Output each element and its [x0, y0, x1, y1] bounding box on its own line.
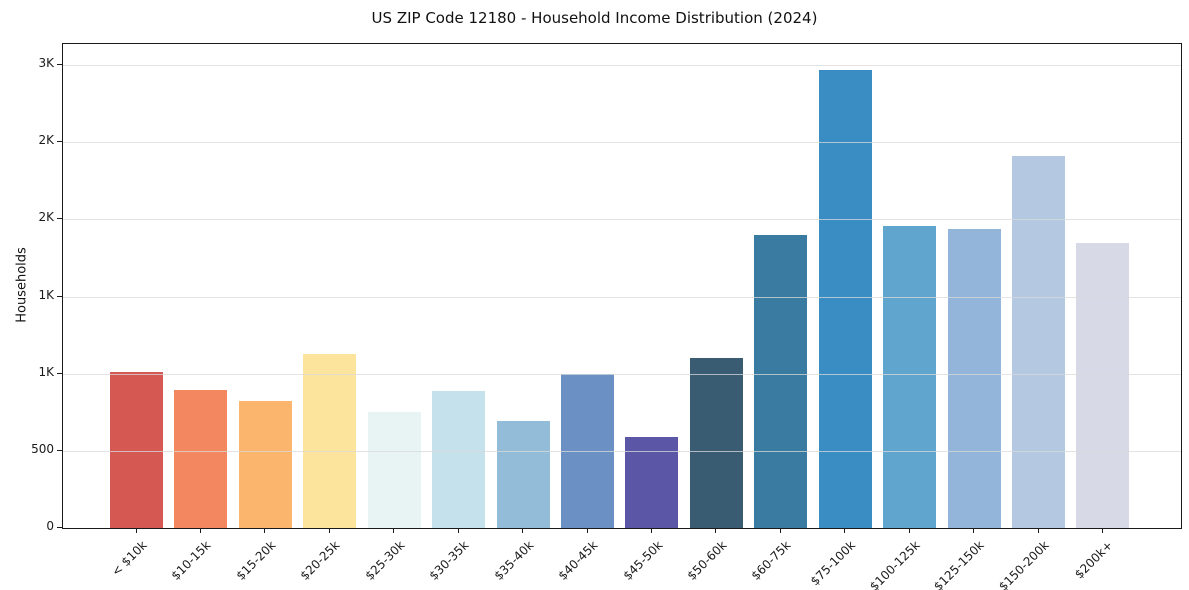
y-tick-mark — [57, 64, 62, 65]
x-tick-mark — [264, 528, 266, 533]
gridline-3K — [63, 65, 1181, 66]
y-tick-mark — [57, 141, 62, 143]
bar-$45-50k — [625, 436, 679, 528]
y-tick-mark — [57, 372, 62, 374]
x-tick-mark — [1037, 528, 1039, 533]
y-axis-label: Households — [14, 247, 30, 323]
x-tick-mark — [199, 528, 201, 533]
x-tick-mark — [844, 528, 846, 533]
x-tick-label: $15-20k — [233, 538, 279, 583]
y-tick-mark — [57, 449, 62, 451]
x-tick-mark — [715, 528, 717, 533]
x-tick-label: $60-75k — [748, 538, 794, 583]
y-tick-mark — [57, 295, 62, 297]
gridline-1K — [63, 373, 1181, 375]
y-tick-mark — [57, 527, 62, 528]
bar-$25-30k — [367, 412, 421, 528]
x-tick-label: $40-45k — [555, 538, 601, 583]
bar-$35-40k — [496, 420, 550, 528]
y-tick-label: 3K — [38, 56, 54, 70]
x-tick-mark — [328, 528, 330, 533]
bar-$10-15k — [174, 389, 228, 528]
x-tick-label: $125-150k — [931, 538, 987, 590]
gridline-2K — [63, 219, 1181, 221]
y-tick-label: 0 — [46, 519, 54, 533]
y-tick-label: 500 — [31, 441, 54, 456]
x-tick-label: < $10k — [108, 538, 150, 579]
plot-area — [62, 43, 1182, 529]
x-tick-mark — [908, 528, 910, 533]
x-tick-label: $150-200k — [995, 538, 1052, 590]
bar-$125-150k — [947, 229, 1001, 528]
x-tick-label: $45-50k — [619, 538, 665, 583]
bar-$200k+ — [1076, 243, 1130, 528]
x-tick-mark — [586, 528, 588, 533]
x-tick-label: $20-25k — [297, 538, 343, 583]
x-tick-mark — [779, 528, 781, 533]
bar-$60-75k — [754, 234, 808, 528]
y-tick-label: 1K — [38, 287, 54, 302]
x-tick-mark — [135, 528, 137, 533]
bar-$75-100k — [818, 69, 872, 528]
x-tick-label: $35-40k — [491, 538, 536, 583]
x-tick-mark — [522, 528, 524, 533]
x-tick-mark — [650, 528, 652, 533]
y-tick-mark — [57, 218, 62, 220]
x-tick-mark — [1102, 528, 1103, 533]
x-tick-mark — [973, 528, 975, 533]
bar-$100-125k — [883, 226, 937, 528]
x-tick-mark — [393, 528, 395, 533]
gridline-500 — [63, 450, 1181, 452]
bar-$50-60k — [689, 358, 743, 528]
gridline-1K — [63, 296, 1181, 298]
x-tick-label: $75-100k — [807, 538, 859, 589]
x-tick-label: $30-35k — [426, 538, 472, 583]
bar-$20-25k — [303, 353, 357, 528]
x-tick-label: $50-60k — [684, 538, 730, 583]
x-tick-label: $100-125k — [866, 538, 923, 590]
x-tick-mark — [457, 528, 459, 533]
bar-$15-20k — [238, 401, 292, 528]
bar-< $10k — [110, 372, 163, 528]
x-tick-label: $10-15k — [168, 538, 214, 583]
x-tick-label: $25-30k — [362, 538, 408, 583]
x-tick-label: $200k+ — [1072, 538, 1116, 582]
bar-$150-200k — [1012, 156, 1066, 528]
y-tick-label: 2K — [38, 210, 54, 225]
y-tick-label: 2K — [38, 133, 54, 148]
bar-$30-35k — [432, 390, 486, 528]
chart-title: US ZIP Code 12180 - Household Income Dis… — [371, 9, 818, 27]
gridline-2K — [63, 142, 1181, 144]
y-tick-label: 1K — [38, 364, 54, 379]
